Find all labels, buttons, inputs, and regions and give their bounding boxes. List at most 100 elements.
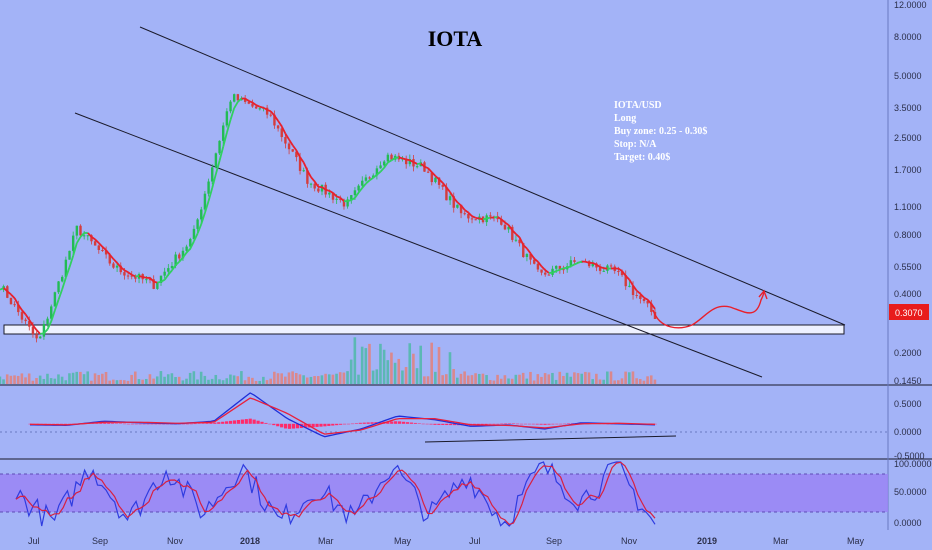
macd-histogram-bar: [441, 423, 445, 425]
price-candle: [104, 246, 108, 259]
macd-histogram-bar: [551, 423, 555, 425]
price-candle: [163, 267, 166, 279]
note-line-direction: Long: [614, 113, 636, 124]
macd-histogram-bar: [107, 422, 111, 424]
macd-histogram-bar: [315, 423, 319, 427]
support-zone: [3, 324, 845, 335]
macd-tick: -0.5000: [894, 451, 925, 461]
ma-segment: [160, 279, 166, 283]
price-candle: [196, 218, 199, 232]
price-candle: [273, 110, 276, 129]
volume-bar: [382, 349, 386, 384]
ma-segment: [383, 161, 389, 169]
price-candle: [42, 320, 46, 340]
ma-segment: [453, 197, 459, 203]
macd-histogram-bar: [154, 423, 158, 425]
price-candle: [463, 210, 466, 216]
macd-histogram-bar: [425, 423, 429, 425]
volume-bar: [580, 373, 584, 384]
ma-segment: [563, 266, 568, 270]
volume-bar: [9, 375, 13, 384]
ma-segment: [10, 293, 16, 299]
price-tick: 12.0000: [894, 0, 927, 10]
macd-histogram-bar: [559, 423, 563, 425]
ma-segment: [218, 146, 225, 161]
macd-histogram-bar: [205, 423, 209, 424]
ma-segment: [566, 265, 572, 269]
volume-bar: [364, 348, 368, 384]
ma-segment: [398, 156, 403, 160]
macd-histogram-bar: [535, 423, 539, 425]
price-candle: [207, 178, 210, 197]
volume-bar: [554, 379, 558, 384]
macd-histogram-bar: [370, 422, 374, 424]
price-tick: 3.5000: [894, 103, 922, 113]
price-tick: 1.7000: [894, 165, 922, 175]
macd-histogram-bar: [543, 423, 547, 425]
price-tag-value: 0.3070: [895, 308, 923, 318]
price-candle: [390, 153, 393, 161]
macd-histogram-bar: [653, 423, 657, 425]
macd-histogram-bar: [445, 423, 449, 426]
price-candle: [265, 104, 269, 119]
price-candle: [13, 301, 16, 307]
ma-segment: [35, 329, 41, 335]
macd-histogram-bar: [276, 423, 280, 427]
ma-segment: [17, 304, 23, 311]
volume-bar: [163, 376, 166, 384]
ma-segment: [529, 252, 535, 260]
price-candle: [192, 225, 196, 241]
ma-segment: [109, 254, 115, 260]
macd-histogram-bar: [449, 423, 453, 426]
ma-segment: [76, 236, 82, 244]
macd-histogram-bar: [134, 423, 138, 425]
ma-segment: [302, 162, 309, 171]
volume-bar: [445, 374, 448, 384]
price-candle: [251, 99, 254, 108]
volume-bar: [247, 376, 251, 384]
volume-bar: [642, 380, 646, 384]
macd-histogram-bar: [346, 423, 351, 425]
macd-divergence-trendline: [424, 435, 677, 443]
ma-segment: [149, 277, 155, 283]
volume-bar: [123, 380, 126, 384]
ma-segment: [237, 97, 243, 103]
volume-bar: [46, 373, 49, 384]
ma-segment: [251, 101, 257, 106]
ma-segment: [112, 258, 118, 264]
volume-bar: [499, 378, 503, 384]
macd-histogram-bar: [319, 423, 323, 427]
volume-bar: [79, 371, 82, 384]
macd-histogram-bar: [342, 423, 347, 425]
macd-histogram-bar: [287, 423, 292, 429]
ma-segment: [270, 110, 276, 117]
macd-histogram-bar: [217, 422, 221, 424]
ma-segment: [409, 159, 414, 163]
volume-bar: [115, 380, 119, 384]
volume-bar: [104, 372, 108, 384]
volume-bar: [393, 362, 397, 384]
volume-bar: [13, 375, 16, 384]
ma-segment: [650, 303, 656, 310]
ma-segment: [599, 266, 605, 270]
volume-bar: [298, 374, 302, 384]
price-candle: [291, 149, 294, 153]
price-candle: [364, 174, 368, 182]
ma-segment: [79, 232, 85, 238]
macd-histogram-bar: [488, 423, 492, 425]
volume-bar: [254, 380, 258, 384]
ma-segment: [299, 156, 305, 163]
volume-bar: [492, 380, 496, 384]
volume-bar: [368, 343, 371, 384]
volume-bar: [316, 376, 320, 384]
ma-segment: [72, 242, 78, 257]
time-axis: Jul Sep Nov 2018 Mar May Jul Sep Nov 201…: [28, 536, 865, 546]
macd-histogram-bar: [531, 423, 535, 425]
volume-bar: [591, 379, 594, 384]
volume-bar: [514, 374, 518, 384]
macd-histogram-bar: [95, 423, 99, 424]
ma-segment: [511, 229, 517, 235]
ma-segment: [544, 269, 550, 274]
price-candle: [562, 265, 565, 274]
